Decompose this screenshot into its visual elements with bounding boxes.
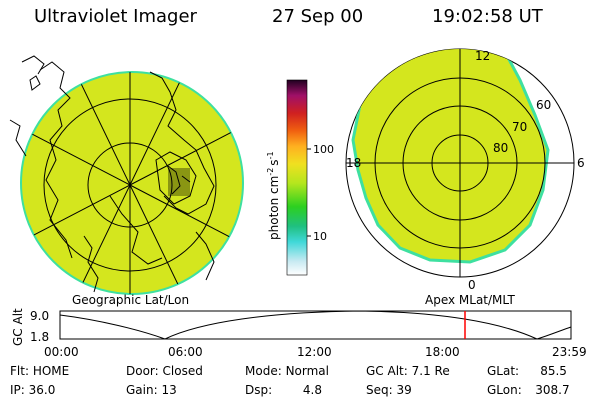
colorbar-tick-100: 100 <box>313 143 334 156</box>
date-label: 27 Sep 00 <box>272 6 364 27</box>
altitude-curve <box>59 310 572 340</box>
mlt-label-18: 18 <box>346 156 361 170</box>
status-ip: IP: 36.0 <box>10 383 56 397</box>
status-gain: Gain: 13 <box>126 383 177 397</box>
polar-image: 12 18 6 0 60 70 80 <box>345 48 585 292</box>
mlt-label-6: 6 <box>577 156 585 170</box>
apex-projection-label: Apex MLat/MLT <box>425 293 515 307</box>
status-seq: Seq: 39 <box>366 383 412 397</box>
status-flt: Flt: HOME <box>10 364 70 378</box>
colorbar-tick-10: 10 <box>313 230 327 243</box>
geographic-image <box>9 55 244 295</box>
time-tick-0600: 06:00 <box>168 345 203 359</box>
colorbar-unit-label: photon cm-2s-1 <box>266 151 281 240</box>
lat-label-80: 80 <box>493 141 508 155</box>
geographic-projection-label: Geographic Lat/Lon <box>72 293 190 307</box>
time-label: 19:02:58 UT <box>432 6 543 27</box>
status-door: Door: Closed <box>126 364 203 378</box>
altitude-axis-label: GC Alt <box>11 308 25 346</box>
instrument-title: Ultraviolet Imager <box>34 6 197 27</box>
time-tick-1200: 12:00 <box>297 345 332 359</box>
polar-grid <box>346 49 574 277</box>
mlt-label-0: 0 <box>468 278 476 292</box>
time-tick-0000: 00:00 <box>44 345 79 359</box>
status-dsp: Dsp: 4.8 <box>245 383 322 397</box>
status-gc-alt: GC Alt: 7.1 Re <box>366 364 450 378</box>
status-glon: GLon: 308.7 <box>487 383 570 397</box>
lat-label-70: 70 <box>512 120 527 134</box>
time-tick-1800: 18:00 <box>425 345 460 359</box>
altitude-tick-low: 1.8 <box>30 330 49 344</box>
altitude-plot: GC Alt 9.0 1.8 <box>11 308 572 346</box>
lat-label-60: 60 <box>536 98 551 112</box>
time-tick-2359: 23:59 <box>552 345 587 359</box>
colorbar: 100 10 photon cm-2s-1 <box>266 79 334 276</box>
coastline-outline <box>9 55 215 293</box>
status-glat: GLat: 85.5 <box>487 364 567 378</box>
mlt-label-12: 12 <box>475 49 490 63</box>
status-mode: Mode: Normal <box>245 364 329 378</box>
altitude-tick-high: 9.0 <box>30 309 49 323</box>
